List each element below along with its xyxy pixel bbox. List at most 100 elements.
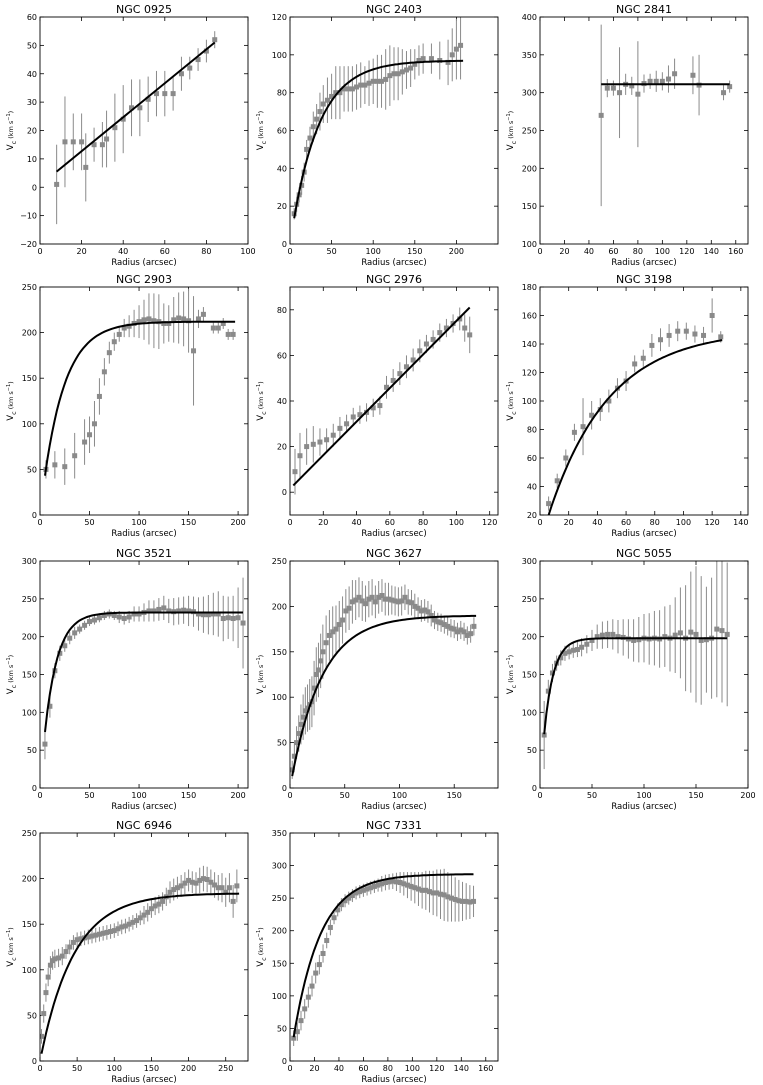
data-point	[313, 970, 319, 976]
y-axis-label: Vc(km s−1)	[6, 655, 18, 694]
data-point	[346, 605, 352, 611]
y-tick-label: 120	[272, 13, 287, 22]
x-tick-label: 100	[405, 1064, 420, 1073]
y-tick-label: 180	[522, 283, 537, 292]
data-point	[240, 620, 246, 626]
data-point	[45, 974, 51, 980]
model-curve	[44, 320, 236, 476]
y-axis-label: Vc(km s−1)	[6, 111, 18, 150]
data-point	[615, 634, 621, 640]
data-point	[610, 631, 616, 637]
x-tick-label: 140	[733, 518, 748, 527]
data-point	[666, 332, 672, 338]
y-tick-label: 250	[22, 595, 37, 604]
data-point	[226, 885, 232, 891]
y-tick-label: 160	[522, 312, 537, 321]
data-point	[423, 341, 429, 347]
data-point	[449, 52, 455, 58]
data-point	[120, 116, 126, 122]
data-point	[701, 332, 707, 338]
data-point	[62, 464, 68, 470]
data-point	[171, 317, 177, 323]
data-point	[204, 877, 210, 883]
x-tick-label: 80	[383, 1064, 393, 1073]
data-point	[330, 432, 336, 438]
x-tick-label: 50	[84, 791, 94, 800]
data-point	[445, 623, 451, 629]
y-tick-label: 50	[27, 41, 37, 50]
data-point	[430, 336, 436, 342]
data-point	[403, 67, 409, 73]
data-point	[111, 612, 117, 618]
y-axis-label: Vc(km s−1)	[6, 927, 18, 966]
x-tick-label: 0	[287, 791, 292, 800]
data-point	[692, 331, 698, 337]
data-point	[635, 91, 641, 97]
data-point	[126, 614, 132, 620]
y-tick-label: 0	[32, 511, 37, 520]
data-point	[181, 316, 187, 322]
data-point	[151, 318, 157, 324]
y-tick-label: 80	[527, 426, 537, 435]
data-point	[317, 109, 323, 115]
model-curve	[292, 873, 474, 1038]
data-point	[647, 78, 653, 84]
y-tick-label: 60	[27, 13, 37, 22]
data-point	[170, 91, 176, 97]
data-point	[471, 623, 477, 629]
x-tick-label: 100	[366, 247, 381, 256]
data-point	[393, 879, 399, 885]
data-point	[156, 901, 162, 907]
data-point	[137, 105, 143, 111]
data-point	[62, 139, 68, 145]
data-point	[210, 325, 216, 331]
x-tick-label: 80	[418, 518, 428, 527]
data-point	[161, 320, 167, 326]
data-point	[467, 899, 473, 905]
data-point	[70, 939, 76, 945]
x-tick-label: 0	[37, 518, 42, 527]
data-point	[412, 885, 418, 891]
plot-area	[43, 288, 236, 485]
data-point	[451, 626, 457, 632]
y-tick-label: 250	[272, 894, 287, 903]
data-point	[72, 630, 78, 636]
data-point	[176, 608, 182, 614]
data-point	[379, 593, 385, 599]
data-point	[225, 331, 231, 337]
chart-panel: NGC 2403 Radius (arcsec) Vc(km s−1) 0 50 100 1…	[256, 3, 499, 268]
y-tick-label: 150	[22, 920, 37, 929]
data-point	[344, 421, 350, 427]
data-point	[349, 893, 355, 899]
data-point	[313, 672, 319, 677]
data-point	[43, 990, 49, 996]
x-tick-label: 100	[107, 1064, 122, 1073]
y-tick-label: 50	[527, 746, 537, 755]
data-point	[401, 881, 407, 887]
chart-title: NGC 2903	[116, 273, 172, 286]
data-point	[187, 65, 193, 71]
data-point	[545, 688, 551, 694]
data-point	[299, 182, 305, 188]
y-tick-label: 100	[22, 966, 37, 975]
data-point	[397, 880, 403, 886]
x-tick-label: 150	[407, 247, 422, 256]
data-point	[392, 598, 398, 604]
data-point	[193, 880, 199, 886]
data-point	[672, 632, 678, 638]
data-point	[141, 317, 147, 323]
data-point	[453, 46, 459, 52]
y-tick-label: 60	[277, 127, 287, 136]
data-point	[215, 885, 221, 891]
chart-panel: NGC 2903 Radius (arcsec) Vc(km s−1) 0 50 100 1…	[6, 273, 249, 539]
x-tick-label: 0	[537, 518, 542, 527]
axes-frame	[39, 560, 249, 789]
y-tick-label: 50	[27, 465, 37, 474]
x-axis-label: Radius (arcsec)	[361, 529, 426, 539]
data-point	[311, 685, 317, 691]
x-tick-label: 140	[454, 1064, 469, 1073]
y-tick-label: 400	[522, 13, 537, 22]
data-point	[96, 615, 102, 621]
data-point	[212, 882, 218, 888]
x-tick-label: 40	[584, 247, 594, 256]
